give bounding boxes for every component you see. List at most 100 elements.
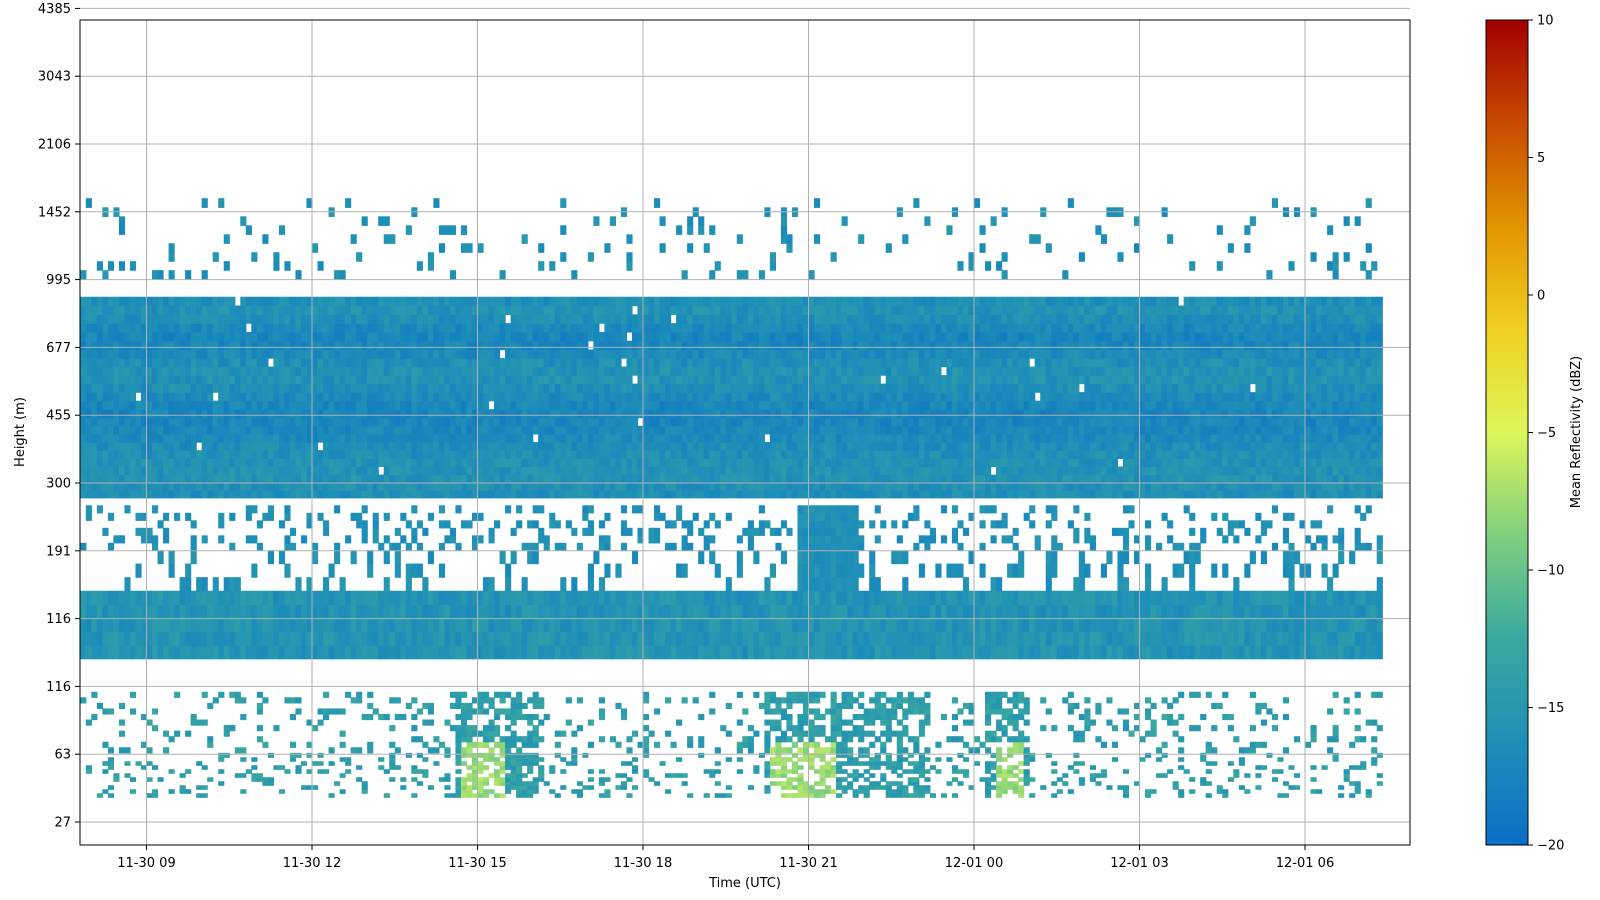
heatmap-cell [212,375,219,385]
heatmap-cell [692,442,699,451]
heatmap-cell [328,631,335,646]
heatmap-cell [356,383,363,393]
heatmap-cell [356,425,363,435]
heatmap-cell [356,331,363,342]
heatmap-cell [234,490,241,499]
heatmap-cell [256,409,263,419]
heatmap-cell [339,590,346,605]
heatmap-cell [455,702,462,710]
heatmap-cell [554,482,561,491]
heatmap-cell [505,757,512,762]
heatmap-cell [433,425,440,435]
heatmap-cell [631,340,639,351]
heatmap-cell [676,482,683,491]
heatmap-cell [681,296,688,307]
heatmap-cell [152,789,159,794]
heatmap-cell [196,323,203,333]
heatmap-cell [174,490,181,499]
heatmap-cell [328,314,335,324]
heatmap-cell [168,425,175,435]
heatmap-cell [516,400,523,410]
heatmap-cell [245,535,252,544]
heatmap-cell [576,590,583,605]
heatmap-cell [345,400,352,410]
heatmap-cell [218,383,225,393]
heatmap-cell [350,433,357,443]
heatmap-cell [725,340,732,351]
heatmap-cell [582,512,589,521]
heatmap-cell [736,604,743,619]
heatmap-cell [593,617,600,633]
heatmap-cell [659,314,666,324]
heatmap-cell [598,769,605,774]
heatmap-cell [339,789,346,794]
heatmap-cell [731,442,738,451]
heatmap-cell [736,400,743,410]
heatmap-cell [278,296,286,307]
heatmap-cell [383,645,390,660]
heatmap-cell [438,542,445,551]
heatmap-cell [764,617,771,633]
heatmap-cell [725,785,732,790]
heatmap-cell [339,482,346,491]
heatmap-cell [312,550,319,565]
heatmap-cell [714,590,721,605]
heatmap-cell [323,708,330,715]
heatmap-cell [383,392,390,402]
heatmap-cell [129,450,137,459]
heatmap-cell [483,340,490,351]
heatmap-cell [775,617,782,633]
heatmap-cell [356,314,363,324]
heatmap-cell [118,314,126,324]
heatmap-cell [372,617,379,633]
heatmap-cell [339,617,346,633]
heatmap-cell [681,340,688,351]
heatmap-cell [262,314,269,324]
heatmap-cell [786,793,793,798]
heatmap-cell [284,358,291,368]
heatmap-cell [317,645,324,660]
heatmap-cell [598,777,605,782]
heatmap-cell [190,450,197,459]
heatmap-cell [201,785,208,790]
heatmap-cell [438,314,445,324]
heatmap-cell [157,392,164,402]
heatmap-cell [477,383,484,393]
heatmap-cell [676,474,683,484]
heatmap-cell [543,366,550,376]
heatmap-cell [532,789,539,794]
heatmap-cell [483,358,490,368]
heatmap-cell [345,305,352,315]
heatmap-cell [676,617,683,633]
heatmap-cell [129,296,137,307]
heatmap-cell [223,417,230,427]
heatmap-cell [620,366,628,376]
heatmap-cell [455,433,462,443]
heatmap-cell [334,550,341,565]
heatmap-cell [780,590,788,605]
heatmap-cell [698,383,705,393]
heatmap-cell [554,433,561,443]
heatmap-cell [328,466,335,476]
heatmap-cell [549,323,556,333]
heatmap-cell [306,741,313,748]
heatmap-cell [543,331,550,342]
heatmap-cell [615,590,622,605]
heatmap-cell [466,793,473,798]
heatmap-cell [471,466,479,476]
heatmap-cell [107,757,114,762]
heatmap-cell [124,761,131,766]
heatmap-cell [494,617,501,633]
heatmap-cell [394,697,401,704]
heatmap-cell [747,725,754,732]
heatmap-cell [394,474,401,484]
heatmap-cell [91,305,98,315]
heatmap-cell [488,417,495,427]
heatmap-cell [107,466,114,476]
heatmap-cell [295,617,302,633]
heatmap-cell [416,442,423,451]
heatmap-cell [405,366,412,376]
heatmap-cell [532,590,539,605]
heatmap-cell [405,631,412,646]
heatmap-cell [637,450,644,459]
